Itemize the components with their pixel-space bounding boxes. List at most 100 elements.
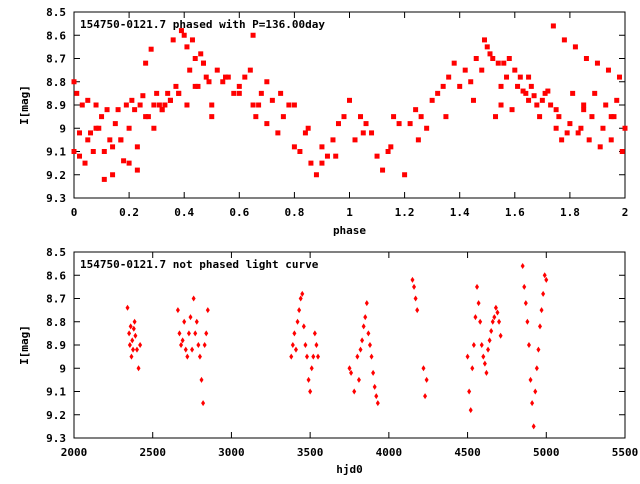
data-point <box>385 149 391 154</box>
data-point <box>204 330 209 337</box>
x-tick-label: 4000 <box>376 446 403 459</box>
data-point <box>592 90 598 96</box>
data-point <box>446 74 452 80</box>
data-point <box>126 125 132 131</box>
phased-chart: 8.5 8.6 8.7 8.8 8.9 9 9.1 9.2 9.3 0 0.2 0.4 0.6 0.8 1 1… <box>18 6 628 237</box>
y-tick-label: 8.7 <box>46 53 66 66</box>
data-point <box>154 90 160 96</box>
data-point <box>129 353 134 360</box>
data-point <box>479 342 484 348</box>
data-point <box>77 153 83 159</box>
data-point <box>151 102 157 108</box>
data-point <box>88 130 94 136</box>
data-point <box>358 114 364 120</box>
data-point <box>421 365 426 372</box>
data-point <box>264 121 270 127</box>
y-tick-label: 9 <box>59 362 66 375</box>
data-point <box>333 153 339 159</box>
data-point <box>443 114 449 120</box>
data-point <box>280 114 286 120</box>
data-point <box>298 295 303 302</box>
data-point <box>515 83 521 89</box>
data-point <box>198 51 204 57</box>
data-point <box>203 74 209 80</box>
x-tick-label: 1 <box>346 206 353 219</box>
data-point <box>125 304 130 311</box>
data-point <box>188 314 193 321</box>
y-tick-label: 9.1 <box>46 386 66 399</box>
data-point <box>380 167 386 173</box>
data-point <box>611 114 617 120</box>
data-point <box>176 90 182 96</box>
x-tick-label: 0.4 <box>174 206 194 219</box>
data-point <box>197 353 202 360</box>
data-point <box>528 83 534 89</box>
data-point <box>79 102 85 108</box>
data-point <box>490 56 496 61</box>
chart-title: 154750-0121.7 not phased light curve <box>80 258 319 271</box>
data-point <box>309 365 314 372</box>
data-point <box>539 97 545 103</box>
data-point <box>559 137 565 143</box>
data-point <box>581 102 587 108</box>
data-point <box>528 376 533 383</box>
data-point <box>167 97 173 103</box>
data-point <box>178 28 184 34</box>
data-point <box>412 283 417 290</box>
data-point <box>424 376 429 383</box>
data-point <box>301 323 306 330</box>
data-point <box>179 342 184 348</box>
x-tick-label: 3500 <box>297 446 324 459</box>
data-point <box>129 97 135 103</box>
data-point <box>597 144 603 150</box>
data-point <box>202 342 207 348</box>
y-tick-label: 9.3 <box>46 192 66 205</box>
data-point <box>126 160 132 166</box>
data-point <box>308 388 313 395</box>
data-point <box>537 114 543 120</box>
data-point <box>264 79 270 85</box>
data-point <box>534 102 540 108</box>
data-point <box>165 90 171 96</box>
data-point <box>402 172 408 178</box>
data-point <box>498 102 504 108</box>
data-point <box>487 337 492 344</box>
data-point <box>311 353 316 360</box>
data-point <box>614 97 620 103</box>
y-tick-label: 8.8 <box>46 316 66 329</box>
x-axis-label: hjd0 <box>336 463 363 476</box>
data-point <box>553 107 559 113</box>
data-point <box>300 290 305 297</box>
data-point <box>225 74 231 80</box>
data-point <box>293 346 298 353</box>
data-point <box>520 262 525 269</box>
data-point <box>526 97 532 103</box>
data-point <box>134 167 140 173</box>
data-point <box>214 67 220 73</box>
data-point <box>501 60 507 66</box>
data-point <box>253 114 259 120</box>
data-point <box>375 400 380 407</box>
data-point <box>473 314 478 321</box>
data-point <box>330 137 336 143</box>
x-tick-label: 1.4 <box>450 206 470 219</box>
data-point <box>306 376 311 383</box>
data-point <box>391 114 397 120</box>
data-point <box>192 83 198 89</box>
data-point <box>104 107 110 113</box>
data-point <box>363 314 368 321</box>
data-point <box>484 369 489 376</box>
data-point <box>242 74 248 80</box>
data-point <box>410 276 415 283</box>
data-point <box>335 121 341 127</box>
data-point <box>490 318 495 325</box>
x-tick-label: 0 <box>71 206 78 219</box>
data-point <box>440 83 446 89</box>
data-point <box>388 144 394 150</box>
data-point <box>468 79 474 85</box>
data-point <box>506 56 512 61</box>
data-point <box>250 102 256 108</box>
data-point <box>196 342 201 348</box>
